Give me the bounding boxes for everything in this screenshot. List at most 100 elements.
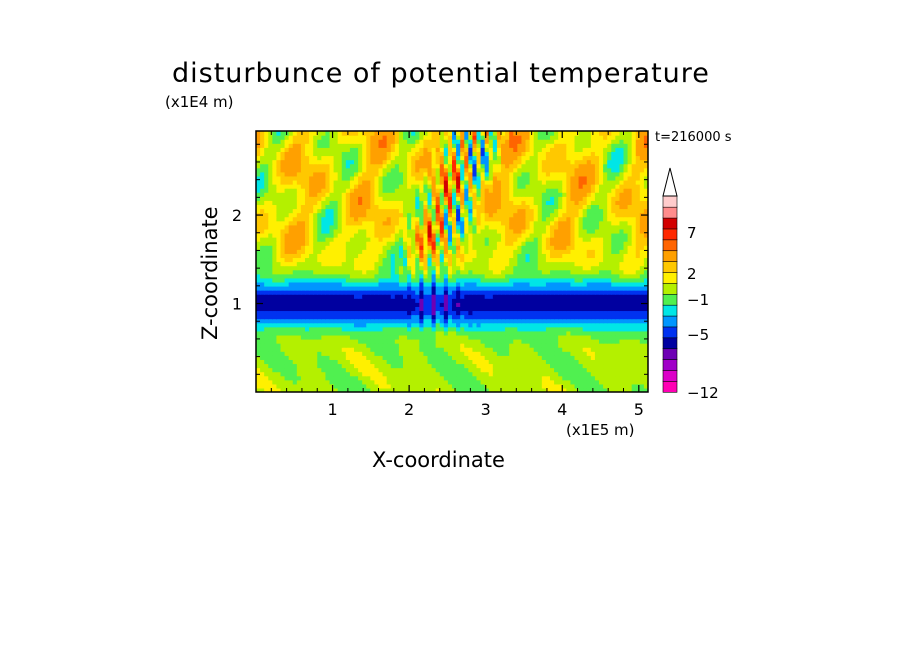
field-cell <box>296 220 302 226</box>
field-cell <box>623 306 629 312</box>
field-cell <box>268 184 273 189</box>
field-cell <box>517 306 523 312</box>
field-cell <box>321 290 327 295</box>
field-cell <box>521 334 527 340</box>
field-cell <box>407 265 412 271</box>
field-cell <box>268 387 273 392</box>
field-cell <box>574 245 580 250</box>
field-cell <box>292 306 298 312</box>
field-cell <box>631 314 637 320</box>
field-cell <box>558 273 563 279</box>
field-cell <box>333 273 339 279</box>
field-cell <box>345 237 351 242</box>
field-cell <box>586 351 592 356</box>
field-cell <box>419 351 425 356</box>
field-cell <box>472 387 478 392</box>
field-cell <box>411 212 416 218</box>
field-cell <box>325 216 331 222</box>
field-cell <box>337 298 343 303</box>
field-cell <box>635 310 641 316</box>
field-cell <box>309 383 314 389</box>
field-cell <box>456 224 461 230</box>
field-cell <box>264 237 269 242</box>
field-cell <box>443 241 449 246</box>
field-cell <box>313 363 318 369</box>
field-cell <box>329 322 335 328</box>
field-cell <box>407 347 412 352</box>
field-cell <box>370 277 376 283</box>
field-cell <box>398 281 404 287</box>
field-cell <box>599 383 604 389</box>
field-cell <box>464 314 469 320</box>
field-cell <box>284 184 290 189</box>
field-cell <box>296 204 302 210</box>
field-cell <box>284 249 290 254</box>
field-cell <box>313 351 318 356</box>
field-cell <box>382 314 388 320</box>
field-cell <box>452 188 457 193</box>
field-cell <box>460 208 465 214</box>
field-cell <box>333 253 339 259</box>
field-cell <box>529 281 535 287</box>
field-cell <box>566 338 572 344</box>
field-cell <box>354 285 359 291</box>
field-cell <box>574 216 580 222</box>
field-cell <box>358 302 363 307</box>
field-cell <box>492 371 498 377</box>
field-cell <box>394 265 400 271</box>
field-cell <box>521 224 527 230</box>
field-cell <box>566 322 572 328</box>
field-cell <box>566 281 572 287</box>
field-cell <box>488 294 494 299</box>
field-cell <box>525 273 531 279</box>
field-cell <box>488 290 494 295</box>
field-cell <box>292 355 298 360</box>
field-cell <box>578 355 584 360</box>
field-cell <box>513 290 518 295</box>
field-cell <box>607 273 612 279</box>
field-cell <box>480 179 486 185</box>
field-cell <box>505 265 510 271</box>
field-cell <box>476 347 482 352</box>
field-cell <box>472 212 478 218</box>
field-cell <box>513 273 518 279</box>
field-cell <box>562 351 567 356</box>
field-cell <box>452 298 457 303</box>
field-cell <box>521 338 527 344</box>
field-cell <box>386 212 392 218</box>
field-cell <box>452 367 457 373</box>
field-cell <box>517 179 523 185</box>
field-cell <box>390 318 396 324</box>
field-cell <box>635 387 641 392</box>
field-cell <box>296 253 302 259</box>
field-cell <box>635 290 641 295</box>
field-cell <box>443 383 449 389</box>
field-cell <box>603 330 608 336</box>
field-cell <box>509 196 514 201</box>
field-cell <box>431 269 437 275</box>
field-cell <box>447 281 453 287</box>
field-cell <box>354 192 359 197</box>
field-cell <box>525 334 531 340</box>
field-cell <box>615 322 621 328</box>
field-cell <box>590 367 596 373</box>
field-cell <box>623 298 629 303</box>
field-cell <box>574 347 580 352</box>
field-cell <box>562 375 567 381</box>
field-cell <box>260 208 265 214</box>
field-cell <box>631 269 637 275</box>
field-cell <box>276 204 282 210</box>
field-cell <box>480 310 486 316</box>
field-cell <box>370 241 376 246</box>
field-cell <box>370 298 376 303</box>
field-cell <box>496 196 502 201</box>
field-cell <box>362 241 367 246</box>
field-cell <box>635 367 641 373</box>
field-cell <box>627 241 633 246</box>
field-cell <box>619 265 625 271</box>
field-cell <box>603 208 608 214</box>
field-cell <box>541 273 547 279</box>
field-cell <box>492 232 498 238</box>
field-cell <box>374 257 380 263</box>
field-cell <box>615 192 621 197</box>
